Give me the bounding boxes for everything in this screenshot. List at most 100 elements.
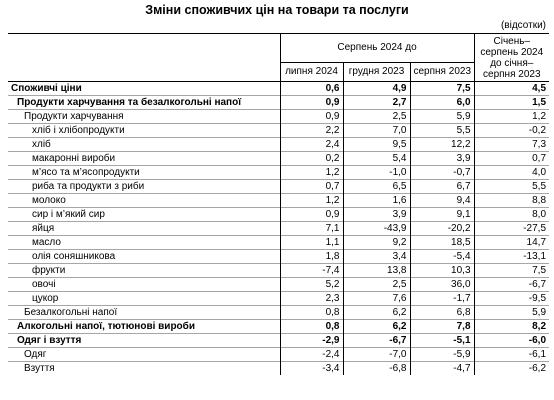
row-value-4: 8,2 — [473, 319, 550, 334]
row-value-3: 9,4 — [409, 193, 475, 208]
row-value-1: 2,2 — [279, 123, 343, 138]
table-row: Продукти харчування та безалкогольні нап… — [8, 95, 550, 110]
row-value-4: 7,5 — [473, 263, 550, 278]
row-label: Взуття — [8, 361, 280, 375]
header-ytd: Січень–серпень 2024 до січня–серпня 2023 — [473, 33, 550, 82]
row-label: макаронні вироби — [8, 151, 280, 166]
row-value-1: 0,2 — [279, 151, 343, 166]
table-body: Споживчі ціни 0,6 4,9 7,5 4,5 Продукти харчув… — [8, 81, 550, 375]
row-label: Безалкогольні напої — [8, 305, 280, 320]
table-row: овочі 5,2 2,5 36,0 -6,7 — [8, 277, 550, 292]
table-row: хліб 2,4 9,5 12,2 7,3 — [8, 137, 550, 152]
table-row: яйця 7,1 -43,9 -20,2 -27,5 — [8, 221, 550, 236]
row-value-1: -2,9 — [279, 333, 343, 348]
row-value-3: 5,9 — [409, 109, 475, 124]
table-row: м’ясо та м’ясопродукти 1,2 -1,0 -0,7 4,0 — [8, 165, 550, 180]
row-value-2: 9,5 — [342, 137, 410, 152]
row-value-1: 7,1 — [279, 221, 343, 236]
row-value-4: 8,8 — [473, 193, 550, 208]
row-value-3: -20,2 — [409, 221, 475, 236]
row-value-4: -9,5 — [473, 291, 550, 306]
row-label: Продукти харчування — [8, 109, 280, 124]
row-value-2: 6,5 — [342, 179, 410, 194]
header-group: Серпень 2024 до — [279, 33, 475, 62]
row-value-3: -0,7 — [409, 165, 475, 180]
table-row: фрукти -7,4 13,8 10,3 7,5 — [8, 263, 550, 278]
row-label: Одяг і взуття — [8, 333, 280, 348]
row-value-3: 12,2 — [409, 137, 475, 152]
row-value-4: -6,7 — [473, 277, 550, 292]
row-value-3: 5,5 — [409, 123, 475, 138]
row-value-3: 7,5 — [409, 81, 475, 96]
row-label: олія соняшникова — [8, 249, 280, 264]
row-value-2: 4,9 — [342, 81, 410, 96]
row-value-1: 0,9 — [279, 207, 343, 222]
row-value-2: -43,9 — [342, 221, 410, 236]
table-row: Одяг і взуття -2,9 -6,7 -5,1 -6,0 — [8, 333, 550, 348]
table-row: макаронні вироби 0,2 5,4 3,9 0,7 — [8, 151, 550, 166]
row-value-1: 1,1 — [279, 235, 343, 250]
row-value-1: 2,4 — [279, 137, 343, 152]
row-value-3: 7,8 — [409, 319, 475, 334]
row-value-3: 10,3 — [409, 263, 475, 278]
row-label: сир і м’який сир — [8, 207, 280, 222]
row-value-4: 8,0 — [473, 207, 550, 222]
row-label: молоко — [8, 193, 280, 208]
row-value-1: 1,2 — [279, 193, 343, 208]
row-value-1: 0,8 — [279, 305, 343, 320]
row-value-2: 7,0 — [342, 123, 410, 138]
row-value-4: 7,3 — [473, 137, 550, 152]
row-label: хліб — [8, 137, 280, 152]
row-value-1: 2,3 — [279, 291, 343, 306]
row-value-3: -5,4 — [409, 249, 475, 264]
table-row: молоко 1,2 1,6 9,4 8,8 — [8, 193, 550, 208]
row-value-1: -3,4 — [279, 361, 343, 375]
row-value-4: 1,2 — [473, 109, 550, 124]
table-row: сир і м’який сир 0,9 3,9 9,1 8,0 — [8, 207, 550, 222]
row-value-4: -6,2 — [473, 361, 550, 375]
table-row: масло 1,1 9,2 18,5 14,7 — [8, 235, 550, 250]
table-row: Одяг -2,4 -7,0 -5,9 -6,1 — [8, 347, 550, 362]
unit-label: (відсотки) — [500, 20, 546, 31]
row-value-4: -6,1 — [473, 347, 550, 362]
row-value-4: 1,5 — [473, 95, 550, 110]
row-value-4: -6,0 — [473, 333, 550, 348]
row-value-3: -5,9 — [409, 347, 475, 362]
row-value-2: 1,6 — [342, 193, 410, 208]
row-label: Споживчі ціни — [8, 81, 280, 96]
row-label: фрукти — [8, 263, 280, 278]
row-value-1: 0,8 — [279, 319, 343, 334]
row-value-1: 1,2 — [279, 165, 343, 180]
row-value-1: 0,9 — [279, 95, 343, 110]
header-blank — [8, 62, 280, 82]
row-value-2: 6,2 — [342, 305, 410, 320]
row-value-1: 0,7 — [279, 179, 343, 194]
table-row: цукор 2,3 7,6 -1,7 -9,5 — [8, 291, 550, 306]
table-row: Алкогольні напої, тютюнові вироби 0,8 6,2 7… — [8, 319, 550, 334]
table-row: Безалкогольні напої 0,8 6,2 6,8 5,9 — [8, 305, 550, 320]
row-value-3: 6,7 — [409, 179, 475, 194]
row-label: масло — [8, 235, 280, 250]
row-value-2: -6,7 — [342, 333, 410, 348]
row-label: цукор — [8, 291, 280, 306]
row-value-3: 18,5 — [409, 235, 475, 250]
header-col-1: липня 2024 — [279, 61, 343, 82]
row-value-1: 1,8 — [279, 249, 343, 264]
row-value-3: -5,1 — [409, 333, 475, 348]
row-value-2: -1,0 — [342, 165, 410, 180]
row-value-3: 3,9 — [409, 151, 475, 166]
table-row: Взуття -3,4 -6,8 -4,7 -6,2 — [8, 361, 550, 375]
row-label: овочі — [8, 277, 280, 292]
row-label: м’ясо та м’ясопродукти — [8, 165, 280, 180]
row-label: риба та продукти з риби — [8, 179, 280, 194]
table-row: хліб і хлібопродукти 2,2 7,0 5,5 -0,2 — [8, 123, 550, 138]
row-value-1: 5,2 — [279, 277, 343, 292]
row-value-1: 0,6 — [279, 81, 343, 96]
row-value-2: 13,8 — [342, 263, 410, 278]
row-value-2: 3,9 — [342, 207, 410, 222]
row-value-2: 2,5 — [342, 277, 410, 292]
row-value-4: -27,5 — [473, 221, 550, 236]
table-row: олія соняшникова 1,8 3,4 -5,4 -13,1 — [8, 249, 550, 264]
row-label: яйця — [8, 221, 280, 236]
row-value-2: 2,5 — [342, 109, 410, 124]
